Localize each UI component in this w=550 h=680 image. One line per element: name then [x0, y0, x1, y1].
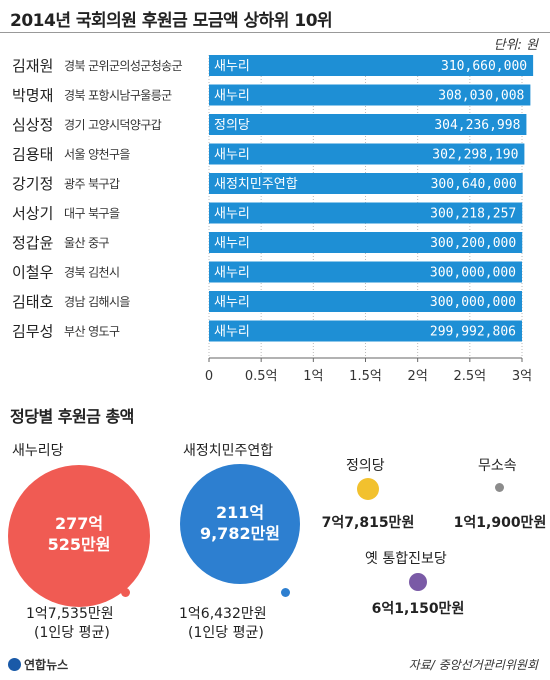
bar-name-label: 심상정: [12, 116, 53, 134]
bar-party-label: 새누리: [214, 266, 250, 281]
party-name-justice: 정의당: [346, 458, 385, 474]
party-name-saenuri: 새누리당: [12, 443, 64, 459]
bar: [209, 173, 523, 194]
bar-party-label: 새누리: [214, 89, 250, 104]
x-tick-label: 2억: [408, 369, 428, 384]
npad-total-line1: 211억: [215, 503, 265, 522]
bar-name-label: 정갑윤: [12, 234, 54, 252]
independent-total-dot: [495, 483, 504, 492]
bar: [209, 143, 525, 165]
npad-total-circle: [180, 464, 300, 584]
bar-name-label: 이철우: [12, 264, 54, 282]
bar-district-label: 울산 중구: [64, 236, 110, 250]
bar-district-label: 경북 군위군의성군청송군: [64, 59, 183, 73]
bar-party-label: 새누리: [214, 236, 250, 251]
npad-avg-dot: [281, 588, 290, 597]
bar-district-label: 부산 영도구: [64, 325, 120, 339]
yonhap-logo-icon: [8, 658, 21, 671]
saenuri-total-line2: 525만원: [47, 535, 111, 554]
bar-name-label: 서상기: [12, 205, 53, 223]
justice-total-dot: [357, 478, 379, 500]
bar-district-label: 서울 양천구을: [64, 147, 130, 162]
npad-avg-line2: (1인당 평균): [188, 625, 264, 641]
saenuri-total-text: 277억 525만원: [8, 513, 150, 555]
bar-district-label: 경북 포항시남구울릉군: [64, 89, 172, 103]
chart-title: 2014년 국회의원 후원금 모금액 상하위 10위: [10, 11, 333, 31]
bar: [209, 291, 522, 312]
npad-avg-line1: 1억6,432만원: [179, 606, 267, 622]
party-section-title: 정당별 후원금 총액: [10, 407, 134, 426]
x-tick-label: 1억: [303, 369, 323, 384]
bar-name-label: 강기정: [12, 175, 53, 193]
bar-district-label: 광주 북구갑: [64, 177, 120, 191]
party-name-independent: 무소속: [478, 458, 517, 474]
bar-value-label: 302,298,190: [432, 148, 518, 163]
saenuri-avg-line1: 1억7,535만원: [26, 606, 114, 622]
bar-value-label: 310,660,000: [441, 59, 527, 74]
justice-total: 7억7,815만원: [321, 515, 415, 531]
saenuri-avg-dot: [121, 588, 130, 597]
upp-total-dot: [409, 573, 427, 591]
saenuri-total-line1: 277억: [54, 514, 104, 533]
bar-value-label: 300,000,000: [430, 295, 516, 310]
bar-party-label: 새누리: [214, 325, 250, 340]
bar-party-label: 새정치민주연합: [214, 177, 298, 192]
party-name-upp: 옛 통합진보당: [365, 551, 447, 567]
bar-value-label: 304,236,998: [434, 118, 520, 133]
bar-party-label: 새누리: [214, 59, 250, 74]
x-tick-label: 0: [205, 369, 213, 384]
bar-party-label: 새누리: [214, 148, 250, 163]
bar-name-label: 김태호: [12, 293, 54, 311]
x-tick-label: 3억: [512, 369, 532, 384]
bar-district-label: 대구 북구을: [64, 207, 120, 221]
npad-total-line2: 9,782만원: [199, 524, 281, 543]
x-tick-label: 1.5억: [349, 369, 382, 384]
bar: [209, 261, 522, 283]
bar: [209, 232, 523, 253]
unit-label: 단위: 원: [493, 38, 538, 53]
logo-text: 연합뉴스: [24, 658, 69, 672]
bar-district-label: 경남 김해시을: [64, 295, 130, 309]
bar: [209, 114, 527, 135]
bar: [209, 202, 523, 224]
bar: [209, 84, 531, 106]
bar: [209, 320, 522, 342]
bar-name-label: 박명재: [12, 87, 53, 105]
bar-district-label: 경북 김천시: [64, 265, 119, 280]
bar-value-label: 308,030,008: [438, 89, 524, 104]
independent-total: 1억1,900만원: [453, 515, 547, 531]
bar-name-label: 김재원: [12, 57, 53, 75]
bar: [209, 55, 534, 76]
bar-value-label: 300,218,257: [430, 207, 516, 222]
upp-total: 6억1,150만원: [371, 601, 465, 617]
bar-value-label: 299,992,806: [430, 325, 516, 340]
source-note: 자료/ 중앙선거관리위원회: [408, 658, 538, 672]
saenuri-avg-line2: (1인당 평균): [34, 625, 110, 641]
npad-total-text: 211억 9,782만원: [180, 502, 300, 544]
bar-name-label: 김무성: [12, 323, 53, 341]
news-logo: 연합뉴스: [8, 656, 68, 673]
bar-name-label: 김용태: [12, 146, 53, 164]
party-name-npad: 새정치민주연합: [183, 443, 274, 459]
x-tick-label: 0.5억: [245, 369, 278, 384]
x-tick-label: 2.5억: [454, 369, 487, 384]
bar-party-label: 정의당: [214, 118, 250, 133]
bar-value-label: 300,640,000: [431, 177, 517, 192]
saenuri-total-circle: [8, 465, 150, 607]
bar-value-label: 300,000,000: [430, 266, 516, 281]
bar-district-label: 경기 고양시덕양구갑: [64, 118, 162, 132]
bar-value-label: 300,200,000: [430, 236, 516, 251]
title-divider: [0, 32, 550, 33]
bar-party-label: 새누리: [214, 295, 250, 310]
bar-party-label: 새누리: [214, 207, 250, 222]
